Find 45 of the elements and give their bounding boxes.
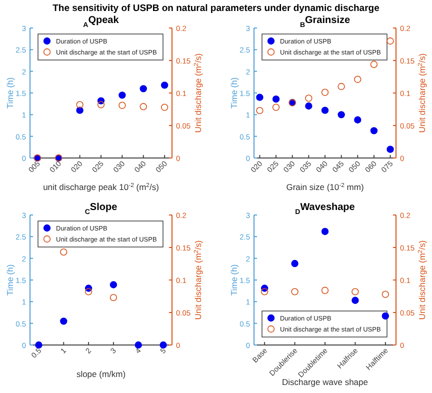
point — [321, 228, 329, 236]
point — [160, 82, 168, 89]
y-axis-title: Time (h) — [5, 264, 15, 296]
y-axis-title: Time (h) — [229, 77, 239, 109]
point — [60, 248, 68, 256]
point — [305, 94, 312, 102]
point — [352, 296, 359, 304]
chart-title: $_{C}$Slope — [84, 202, 118, 216]
point — [35, 341, 42, 349]
chart-title: $_{B}$Grainsize — [300, 15, 350, 28]
point — [321, 106, 329, 114]
point — [118, 92, 126, 99]
point — [134, 341, 142, 349]
point — [256, 94, 264, 101]
point — [84, 288, 92, 296]
point — [382, 312, 390, 320]
point — [272, 95, 280, 103]
point — [305, 102, 312, 110]
point — [76, 106, 84, 114]
chart-title: $_{A}$Qpeak — [83, 15, 120, 28]
point — [370, 127, 378, 134]
point — [110, 294, 118, 302]
text: The sensitivity of USPB on natural parameters under dynamic discharge — [52, 3, 380, 14]
y-axis-title: Time (h) — [229, 264, 239, 296]
point — [291, 260, 298, 268]
x-axis-title: Discharge wave shape — [282, 377, 368, 387]
point — [338, 111, 345, 118]
x-axis-title: slope (m/km) — [76, 369, 126, 379]
x-axis-title: Grain size (10$^{-2}$ mm) — [286, 182, 364, 192]
point — [354, 116, 362, 124]
point — [321, 88, 329, 96]
point — [256, 106, 264, 114]
x-axis-title: unit discharge peak 10$^{-2}$ (m$^{2}$/s) — [43, 182, 160, 192]
point — [160, 341, 167, 349]
point — [370, 60, 378, 68]
point — [110, 281, 118, 288]
point — [338, 82, 345, 90]
point — [60, 318, 68, 325]
point — [140, 85, 147, 92]
y-axis-title: Time (h) — [5, 77, 15, 109]
point — [354, 76, 362, 83]
chart-title: $_{D}$Waveshape — [295, 202, 356, 216]
point — [272, 104, 280, 111]
point — [386, 37, 394, 45]
point — [386, 146, 394, 153]
